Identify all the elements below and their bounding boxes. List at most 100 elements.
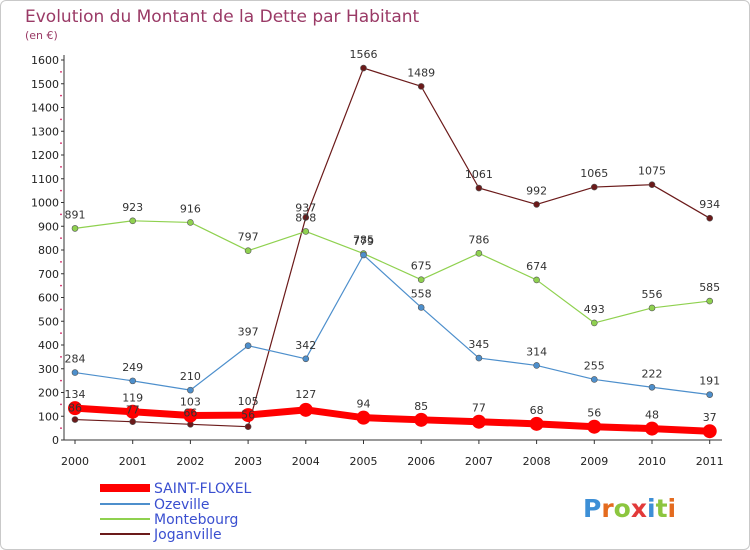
proxiti-logo: Proxiti <box>583 494 676 523</box>
y-tick-label: 400 <box>38 339 59 352</box>
legend-label-joganville: Joganville <box>153 527 222 543</box>
data-label-saint-floxel: 48 <box>645 409 659 422</box>
data-point-joganville <box>533 201 540 208</box>
data-point-joganville <box>71 416 79 423</box>
data-point-saint-floxel <box>356 410 371 425</box>
y-tick-label: 0 <box>52 434 59 447</box>
data-label-ozeville: 397 <box>238 326 259 339</box>
data-point-joganville <box>360 64 367 72</box>
y-tick-label: 500 <box>38 315 59 328</box>
data-point-ozeville <box>187 386 194 394</box>
y-tick-label: 300 <box>38 363 59 376</box>
y-tick-label: 700 <box>38 268 59 281</box>
data-point-ozeville <box>302 355 310 363</box>
x-tick-label: 2010 <box>638 455 666 468</box>
x-tick-label: 2007 <box>465 455 493 468</box>
data-point-saint-floxel <box>414 412 429 427</box>
logo-letter: x <box>631 494 647 523</box>
data-point-joganville <box>706 214 714 222</box>
data-label-saint-floxel: 68 <box>530 404 544 417</box>
y-minor-tick <box>60 379 62 382</box>
data-labels: 86 77 66 56 937 1566 1489 1061 992 1065 1075 934 891… <box>65 48 721 424</box>
data-point-ozeville <box>648 383 656 391</box>
data-point-montebourg <box>533 276 540 284</box>
data-point-joganville <box>302 214 310 221</box>
y-minor-tick <box>60 355 62 358</box>
data-label-saint-floxel: 77 <box>472 402 486 415</box>
data-point-montebourg <box>71 225 79 232</box>
data-label-saint-floxel: 94 <box>357 398 371 411</box>
data-label-montebourg: 891 <box>65 208 86 221</box>
series-lines <box>68 64 717 439</box>
y-tick-label: 1000 <box>31 197 59 210</box>
x-tick-label: 2011 <box>696 455 724 468</box>
data-point-ozeville <box>533 362 540 369</box>
x-tick-label: 2000 <box>61 455 89 468</box>
logo-letter: o <box>614 494 631 523</box>
data-label-montebourg: 786 <box>468 233 489 246</box>
x-tick-label: 2003 <box>234 455 262 468</box>
y-minor-tick <box>60 213 62 216</box>
data-point-saint-floxel <box>471 414 486 429</box>
data-label-saint-floxel: 85 <box>414 400 428 413</box>
data-label-joganville: 934 <box>699 198 720 211</box>
data-label-montebourg: 785 <box>353 234 374 247</box>
data-point-saint-floxel <box>125 404 140 419</box>
data-point-ozeville <box>71 369 79 376</box>
data-label-montebourg: 797 <box>238 231 259 244</box>
y-tick-label: 1200 <box>31 149 59 162</box>
logo-letter: i <box>647 494 656 523</box>
data-point-saint-floxel <box>529 416 544 431</box>
data-point-saint-floxel <box>241 408 256 423</box>
data-label-joganville: 66 <box>183 406 197 419</box>
data-point-ozeville <box>417 304 425 311</box>
series-line-joganville <box>74 67 711 428</box>
data-label-ozeville: 255 <box>584 359 605 372</box>
y-minor-tick <box>60 427 62 430</box>
data-label-montebourg: 878 <box>295 211 316 224</box>
data-label-saint-floxel: 105 <box>238 395 259 408</box>
data-label-saint-floxel: 127 <box>295 388 316 401</box>
series-line-ozeville <box>74 254 711 396</box>
data-label-ozeville: 779 <box>353 235 374 248</box>
data-label-ozeville: 284 <box>65 353 86 366</box>
logo-letter: r <box>601 494 614 523</box>
data-label-joganville: 1065 <box>580 167 608 180</box>
data-point-joganville <box>417 83 425 90</box>
data-point-montebourg <box>302 228 310 235</box>
data-label-saint-floxel: 134 <box>65 388 86 401</box>
y-tick-label: 900 <box>38 220 59 233</box>
data-point-saint-floxel <box>298 402 313 417</box>
data-label-joganville: 77 <box>126 404 140 417</box>
y-minor-tick <box>60 237 62 240</box>
data-point-montebourg <box>475 250 483 257</box>
data-label-ozeville: 558 <box>411 287 432 300</box>
y-tick-label: 1100 <box>31 173 59 186</box>
x-tick-label: 2006 <box>407 455 435 468</box>
y-minor-tick <box>60 284 62 287</box>
data-label-saint-floxel: 56 <box>587 407 601 420</box>
chart-subtitle: (en €) <box>25 29 58 42</box>
data-point-montebourg <box>244 247 252 255</box>
data-label-montebourg: 923 <box>122 201 143 214</box>
series-line-montebourg <box>74 220 711 324</box>
x-tick-label: 2004 <box>292 455 320 468</box>
logo-letter: i <box>668 494 677 523</box>
x-tick-label: 2008 <box>523 455 551 468</box>
legend-label-saint-floxel: SAINT-FLOXEL <box>154 481 252 497</box>
y-minor-tick <box>60 403 62 406</box>
data-point-ozeville <box>706 391 714 398</box>
data-point-ozeville <box>475 354 483 362</box>
data-label-montebourg: 674 <box>526 260 547 273</box>
y-minor-tick <box>60 94 62 97</box>
data-point-montebourg <box>187 219 194 226</box>
series-line-saint-floxel <box>71 404 714 435</box>
y-minor-tick <box>60 70 62 73</box>
x-tick-label: 2009 <box>580 455 608 468</box>
data-point-montebourg <box>590 319 598 327</box>
data-point-ozeville <box>129 377 136 385</box>
logo-letter: t <box>656 494 668 523</box>
